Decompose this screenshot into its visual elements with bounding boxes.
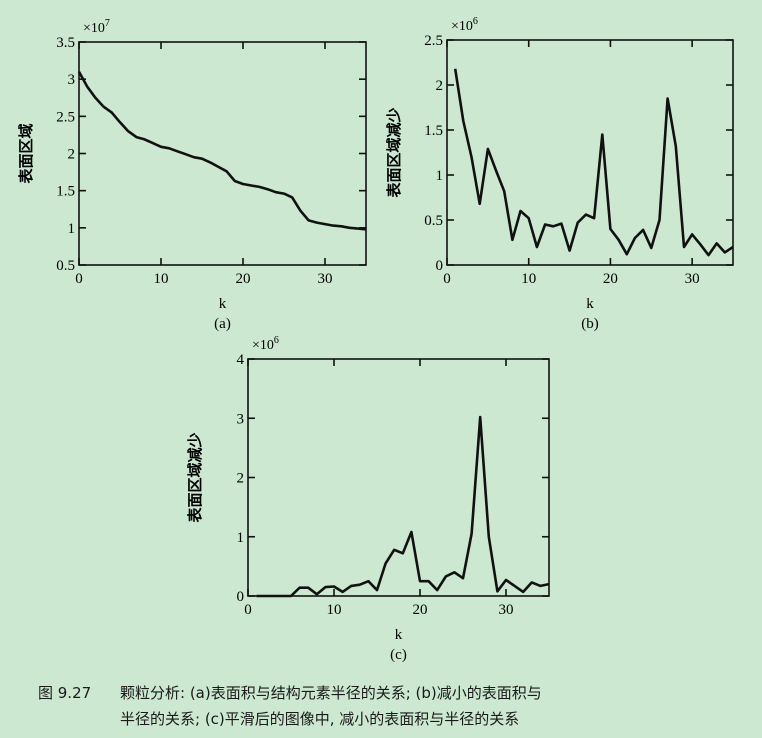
- x-tick-label: 10: [154, 271, 169, 287]
- y-tick-label: 0.5: [424, 213, 443, 229]
- x-tick-label: 0: [443, 271, 451, 287]
- caption-line-2: 半径的关系; (c)平滑后的图像中, 减小的表面积与半径的关系: [120, 710, 520, 728]
- y-tick-label: 2: [237, 471, 245, 487]
- chart-c: 0 10 20 30 0 1 2 3 4 ×106 表面区域减少 k (c): [186, 335, 550, 663]
- x-tick-label: 30: [499, 602, 514, 618]
- x-tick-label: 20: [413, 602, 428, 618]
- data-series-line: [256, 415, 550, 598]
- figure-caption: 图 9.27 颗粒分析: (a)表面积与结构元素半径的关系; (b)减小的表面积与…: [28, 680, 748, 732]
- x-tick-label: 30: [685, 271, 700, 287]
- caption-line-1: 颗粒分析: (a)表面积与结构元素半径的关系; (b)减小的表面积与: [120, 684, 542, 702]
- y-tick-label: 3: [237, 411, 245, 427]
- x-tick-label: 0: [75, 271, 83, 287]
- y-tick-label: 1: [68, 221, 76, 237]
- y-tick-label: 1: [237, 530, 245, 546]
- x-axis-label: k: [586, 296, 594, 312]
- y-tick-label: 0: [436, 258, 444, 274]
- panel-label: (b): [581, 316, 599, 332]
- y-tick-label: 2.5: [56, 109, 75, 125]
- x-tick-label: 0: [244, 602, 252, 618]
- y-tick-label: 3: [68, 72, 76, 88]
- y-tick-label: 3.5: [56, 35, 75, 51]
- y-tick-label: 0: [237, 589, 245, 605]
- y-tick-label: 1.5: [424, 123, 443, 139]
- axes-frame: [78, 41, 367, 266]
- panel-label: (a): [214, 316, 231, 332]
- x-tick-label: 10: [327, 602, 342, 618]
- y-tick-label: 0.5: [56, 258, 75, 274]
- y-axis-label: 表面区域减少: [385, 107, 403, 197]
- figure-number: 图 9.27: [38, 684, 92, 702]
- chart-a: 0 10 20 30 0.5 1 1.5 2 2.5 3 3.5 ×107 表面区域 k (a): [17, 18, 367, 332]
- scale-label: ×107: [83, 18, 110, 36]
- x-tick-label: 20: [236, 271, 251, 287]
- y-axis-label: 表面区域减少: [186, 432, 204, 522]
- data-series-line: [77, 71, 367, 231]
- x-tick-label: 20: [603, 271, 618, 287]
- y-tick-label: 4: [237, 352, 245, 368]
- y-axis-label: 表面区域: [17, 123, 35, 183]
- y-tick-label: 2: [436, 78, 444, 94]
- chart-b: 0 10 20 30 0 0.5 1 1.5 2 2.5 ×106 表面区域减少 k (b): [385, 16, 734, 332]
- x-axis-label: k: [219, 296, 227, 312]
- axes-frame: [247, 358, 550, 597]
- scale-label: ×106: [252, 335, 279, 353]
- y-tick-label: 1.5: [56, 184, 75, 200]
- x-axis-label: k: [395, 627, 403, 643]
- x-tick-label: 30: [318, 271, 333, 287]
- axes-frame: [446, 39, 734, 266]
- y-tick-label: 1: [436, 168, 444, 184]
- data-series-line: [453, 68, 734, 257]
- x-tick-label: 10: [521, 271, 536, 287]
- y-tick-label: 2: [68, 147, 76, 163]
- scale-label: ×106: [451, 16, 478, 34]
- y-tick-label: 2.5: [424, 33, 443, 49]
- panel-label: (c): [390, 647, 407, 663]
